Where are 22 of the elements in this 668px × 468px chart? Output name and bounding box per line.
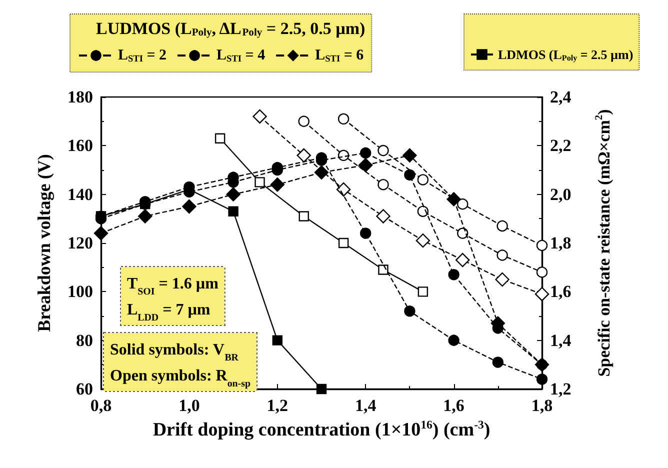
y2-tick-label: 1,6: [550, 282, 572, 302]
x-tick-label: 1,6: [443, 396, 464, 415]
y-tick-label: 60: [76, 380, 93, 398]
y-tick-label: 160: [68, 136, 93, 156]
y2-tick-label: 1,8: [550, 234, 572, 252]
y2-tick-label: 1,2: [550, 380, 572, 398]
x-tick-label: 1,8: [531, 396, 553, 415]
y2-axis-title: Specific on-state reistance (mΩ×cm2): [594, 109, 614, 377]
x-tick-label: 1,2: [266, 396, 288, 415]
y2-tick-label: 1,4: [550, 330, 572, 350]
y-tick-label: 180: [68, 88, 93, 106]
y-tick-label: 140: [68, 184, 93, 204]
x-tick-label: 0,8: [90, 396, 112, 415]
y-tick-label: 80: [76, 330, 93, 350]
y-tick-label: 120: [68, 234, 93, 252]
y2-tick-label: 2,0: [550, 184, 572, 204]
y2-tick-label: 2,4: [550, 88, 572, 106]
x-tick-label: 1,0: [178, 396, 200, 415]
y-tick-label: 100: [68, 282, 93, 302]
y2-tick-label: 2,2: [550, 136, 572, 156]
y-axis-title: Breakdown voltage (V): [34, 154, 54, 332]
x-tick-label: 1,4: [354, 396, 377, 415]
